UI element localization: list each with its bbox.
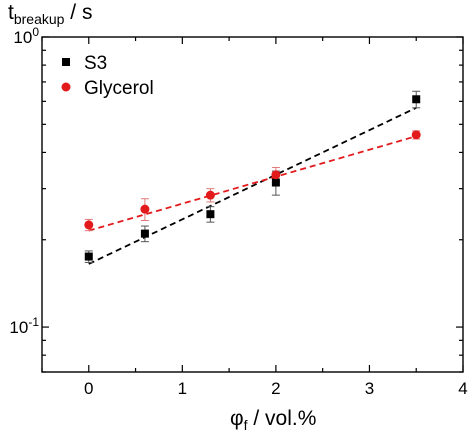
x-tick-label: 4 xyxy=(458,379,467,398)
fit-lines xyxy=(88,107,417,265)
point-s3 xyxy=(84,252,93,261)
fit-line-glycerol xyxy=(88,135,417,232)
x-tick-label: 2 xyxy=(271,379,280,398)
point-glycerol xyxy=(140,204,150,214)
y-axis-label: tbreakup / s xyxy=(8,1,93,27)
x-tick-label: 1 xyxy=(178,379,187,398)
legend-label-glycerol: Glycerol xyxy=(84,78,154,99)
x-axis-label: φf / vol.% xyxy=(230,407,317,433)
point-s3 xyxy=(206,210,215,219)
point-glycerol xyxy=(271,170,281,180)
legend-marker-s3 xyxy=(62,58,70,66)
legend-label-s3: S3 xyxy=(84,53,107,74)
point-s3 xyxy=(140,229,149,238)
point-glycerol xyxy=(205,190,215,200)
data-points xyxy=(84,95,421,261)
error-bars xyxy=(84,90,421,263)
y-tick-label: 100 xyxy=(13,25,39,47)
point-s3 xyxy=(412,95,421,104)
legend-marker-glycerol xyxy=(61,82,71,92)
point-glycerol xyxy=(411,130,421,140)
point-glycerol xyxy=(84,220,94,230)
legend: S3 Glycerol xyxy=(61,53,154,99)
x-axis-ticks: 0 1 2 3 4 xyxy=(41,37,468,398)
y-tick-label: 10-1 xyxy=(9,315,39,337)
plot-frame xyxy=(41,36,464,373)
x-tick-label: 3 xyxy=(365,379,374,398)
point-s3 xyxy=(271,178,280,187)
x-tick-label: 0 xyxy=(84,379,93,398)
y-axis-ticks: 10-1 100 xyxy=(9,25,463,373)
fit-line-s3 xyxy=(88,107,417,265)
